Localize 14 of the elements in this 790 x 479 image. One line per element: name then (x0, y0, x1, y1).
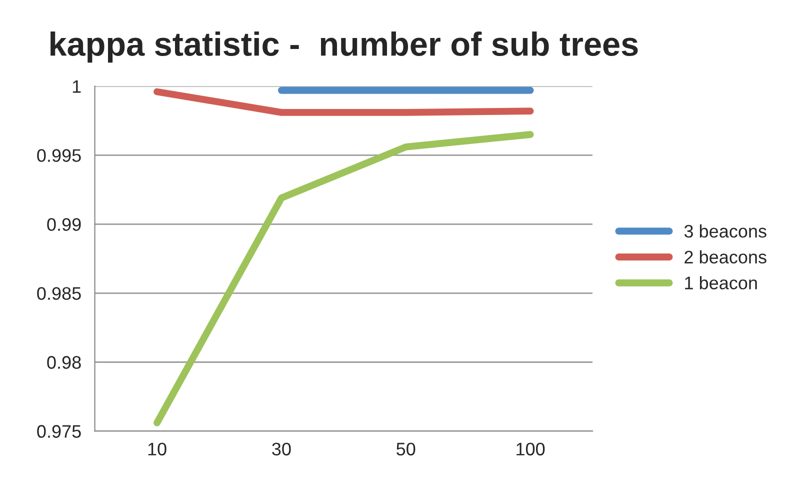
legend-label: 3 beacons (684, 224, 766, 238)
legend-label: 2 beacons (684, 250, 766, 264)
y-tick-label: 0.985 (37, 287, 81, 300)
legend-label: 1 beacon (685, 276, 757, 290)
x-tick-label: 100 (516, 442, 545, 456)
x-tick-label: 30 (272, 442, 291, 456)
chart-title: kappa statistic - number of sub trees (50, 32, 638, 63)
x-tick-label: 10 (148, 442, 166, 456)
y-tick-label: 0.98 (47, 356, 81, 369)
y-tick-label: 0.995 (37, 149, 81, 162)
y-tick-label: 1 (72, 80, 81, 93)
y-tick-label: 0.99 (47, 218, 81, 231)
y-tick-label: 0.975 (37, 425, 81, 438)
x-tick-label: 50 (396, 442, 416, 456)
